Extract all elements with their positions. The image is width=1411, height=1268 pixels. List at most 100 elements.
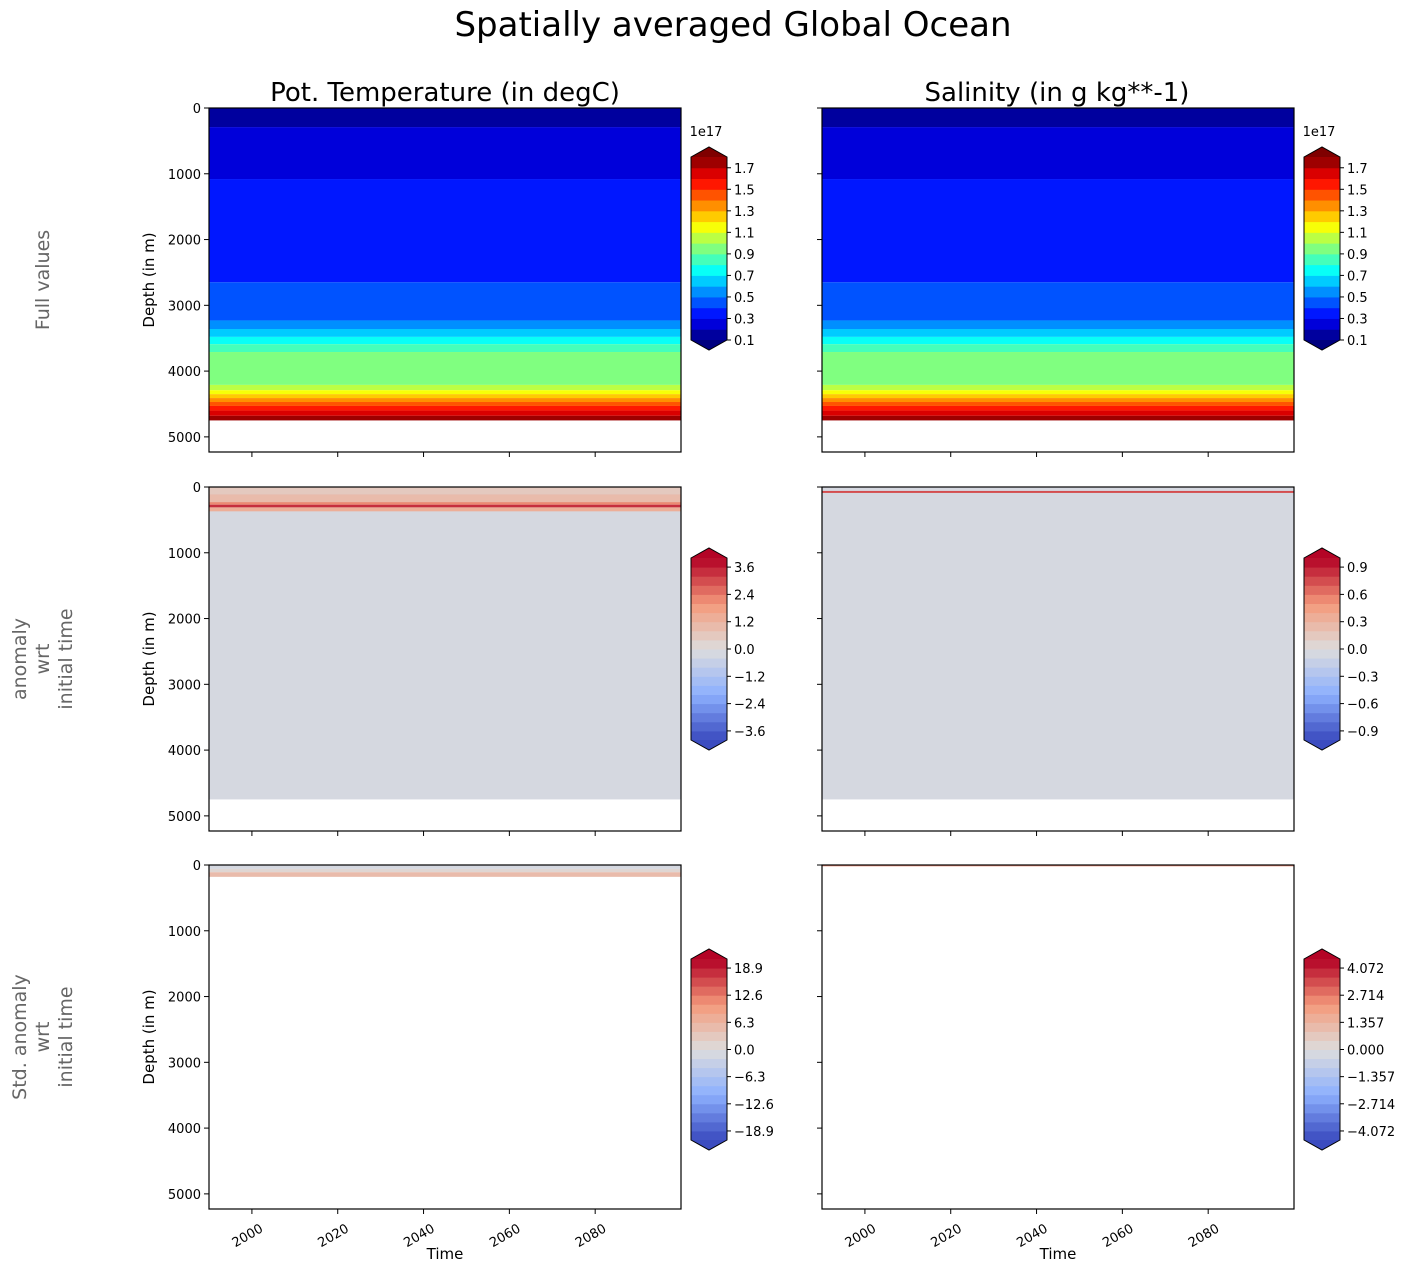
colorbar: 0.1 0.3 0.5 0.7 0.9 1.1 1.3 1.5 1.7 1e17: [1303, 125, 1368, 351]
colorbar-tick-label: −6.3: [734, 1071, 766, 1086]
colorbar-tick-label: 2.4: [734, 588, 755, 603]
contour-band: [209, 502, 681, 505]
contour-band: [822, 415, 1294, 421]
colorbar-level: [1304, 329, 1340, 341]
colorbar-level: [691, 210, 727, 223]
contour-band: [209, 394, 681, 399]
ytick-label: 5000: [168, 1188, 201, 1203]
ytick-label: 1000: [168, 547, 201, 562]
colorbar-tick-label: 0.0: [734, 643, 755, 658]
colorbar-level: [1304, 286, 1340, 298]
colorbar-level: [691, 296, 727, 309]
row-label-1: anomalywrtinitial time: [9, 608, 77, 709]
colorbar: 0.9 0.6 0.3 0.0 −0.3 −0.6 −0.9: [1303, 547, 1379, 751]
colorbar-tick-label: 4.072: [1347, 962, 1384, 977]
colorbar-level: [691, 995, 727, 1005]
x-axis-label: Time: [426, 1245, 464, 1263]
colorbar-level: [691, 1112, 727, 1123]
colorbar-level: [1304, 1022, 1340, 1032]
contour-band: [209, 410, 681, 416]
colorbar-level: [1304, 986, 1340, 996]
contour-band: [209, 507, 681, 512]
contour-band: [209, 336, 681, 345]
colorbar-extend-max: [691, 548, 727, 558]
colorbar-tick-label: −0.3: [1347, 670, 1379, 685]
colorbar-level: [1304, 232, 1340, 244]
colorbar-level: [691, 621, 727, 632]
colorbar-tick-label: −1.357: [1347, 1071, 1395, 1086]
contour-band: [209, 384, 681, 391]
colorbar-level: [1304, 1121, 1340, 1132]
ytick-label: 0: [193, 481, 201, 496]
colorbar-tick-label: 6.3: [734, 1016, 755, 1031]
contour-band: [822, 410, 1294, 416]
colorbar-tick-label: 0.9: [1347, 561, 1368, 576]
colorbar-level: [1304, 1058, 1340, 1069]
colorbar-level: [691, 1004, 727, 1014]
ytick-label: 3000: [168, 678, 201, 693]
colorbar-extend-min: [691, 740, 727, 750]
colorbar-level: [691, 157, 727, 169]
y-axis-label: Depth (in m): [140, 989, 158, 1084]
colorbar-level: [1304, 1085, 1340, 1096]
panel-1-1: 0.9 0.6 0.3 0.0 −0.3 −0.6 −0.9: [817, 486, 1379, 836]
colorbar-tick-label: 1.2: [734, 616, 755, 631]
colorbar-tick-label: 1.1: [734, 226, 755, 241]
colorbar-tick-label: 0.5: [1347, 291, 1368, 306]
row-label-0: Full values: [32, 230, 54, 330]
colorbar-level: [691, 567, 727, 577]
colorbar-tick-label: 2.714: [1347, 989, 1384, 1004]
contour-band: [822, 352, 1294, 385]
colorbar-level: [691, 221, 727, 233]
colorbar-level: [691, 721, 727, 732]
colorbar-tick-label: 0.0: [734, 1044, 755, 1059]
contour-band: [209, 402, 681, 406]
contour-band: [209, 179, 681, 283]
contour-band: [822, 402, 1294, 406]
contour-band: [822, 282, 1294, 321]
row-label-line: Std. anomaly: [9, 974, 31, 1100]
panel-0-1: 0.1 0.3 0.5 0.7 0.9 1.1 1.3 1.5 1.7 1e17: [817, 107, 1368, 457]
ytick-label: 1000: [168, 925, 201, 940]
contour-field: [209, 865, 681, 877]
colorbar-tick-label: 0.1: [734, 334, 755, 349]
colorbar-tick-label: 1.5: [1347, 183, 1368, 198]
contour-field: [822, 865, 1294, 867]
colorbar-level: [691, 1058, 727, 1069]
contour-band: [209, 494, 681, 503]
colorbar-level: [691, 1040, 727, 1050]
xtick-label: 2080: [573, 1221, 609, 1251]
colorbar-level: [1304, 639, 1340, 650]
colorbar-level: [1304, 977, 1340, 987]
colorbar-level: [691, 658, 727, 668]
row-label-line: Full values: [32, 230, 54, 330]
colorbar-level: [691, 264, 727, 276]
contour-band: [209, 872, 681, 877]
axes-frame: [208, 107, 682, 453]
colorbar-level: [691, 1022, 727, 1032]
column-title-temperature: Pot. Temperature (in degC): [270, 78, 620, 108]
row-label-2: Std. anomalywrtinitial time: [9, 974, 77, 1100]
contour-band: [822, 487, 1294, 800]
colorbar-level: [1304, 221, 1340, 233]
colorbar-level: [691, 275, 727, 287]
colorbar-level: [1304, 612, 1340, 623]
contour-band: [209, 344, 681, 353]
colorbar-level: [1304, 694, 1340, 705]
colorbar-level: [1304, 558, 1340, 568]
colorbar-level: [1304, 603, 1340, 614]
colorbar-level: [1304, 621, 1340, 632]
colorbar-tick-label: 1.1: [1347, 226, 1368, 241]
colorbar-tick-label: −12.6: [734, 1098, 774, 1113]
colorbar-level: [1304, 200, 1340, 212]
contour-band: [822, 865, 1294, 867]
colorbar-level: [691, 1031, 727, 1041]
contour-band: [209, 398, 681, 403]
xtick-label: 2000: [843, 1221, 879, 1251]
colorbar-level: [1304, 721, 1340, 732]
contour-band: [209, 329, 681, 337]
contour-field: [822, 108, 1294, 421]
contour-band: [822, 320, 1294, 330]
panel-2-1: 2000 2020 2040 2060 2080Time4.0722.7141.3570…: [817, 864, 1395, 1263]
colorbar-tick-label: 1.3: [734, 205, 755, 220]
